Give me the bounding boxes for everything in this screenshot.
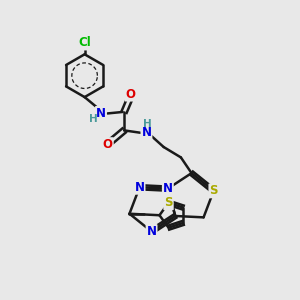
Text: N: N <box>163 182 173 195</box>
Text: S: S <box>164 196 173 209</box>
Text: N: N <box>147 225 157 238</box>
Text: O: O <box>126 88 136 100</box>
Text: N: N <box>134 181 145 194</box>
Text: Cl: Cl <box>78 37 91 50</box>
Text: S: S <box>209 184 218 197</box>
Text: H: H <box>143 119 152 129</box>
Text: O: O <box>103 138 113 151</box>
Text: N: N <box>96 107 106 120</box>
Text: N: N <box>141 126 152 139</box>
Text: H: H <box>88 114 97 124</box>
